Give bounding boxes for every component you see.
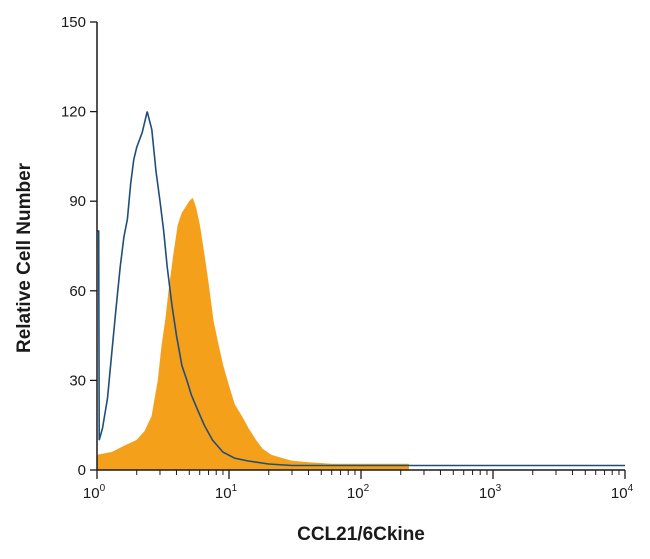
x-tick-label: 102 — [347, 483, 370, 502]
y-tick-label: 60 — [69, 283, 86, 300]
y-tick-label: 150 — [61, 14, 86, 31]
series-0-line — [97, 111, 625, 467]
y-tick-label: 90 — [69, 193, 86, 210]
x-axis-title: CCL21/6Ckine — [297, 524, 425, 545]
x-tick-label: 103 — [479, 483, 502, 502]
y-tick-label: 30 — [69, 372, 86, 389]
y-axis-title: Relative Cell Number — [14, 162, 35, 353]
y-tick-label: 0 — [78, 462, 86, 479]
x-tick-label: 101 — [215, 483, 238, 502]
y-tick-label: 120 — [61, 104, 86, 121]
x-tick-label: 104 — [611, 483, 634, 502]
series-1-area — [96, 197, 409, 471]
x-ticks: 100 101 102 103 104 — [83, 470, 634, 502]
y-ticks: 0 30 60 90 120 150 — [61, 14, 97, 479]
series-layer — [96, 111, 625, 471]
x-tick-label: 100 — [83, 483, 106, 502]
